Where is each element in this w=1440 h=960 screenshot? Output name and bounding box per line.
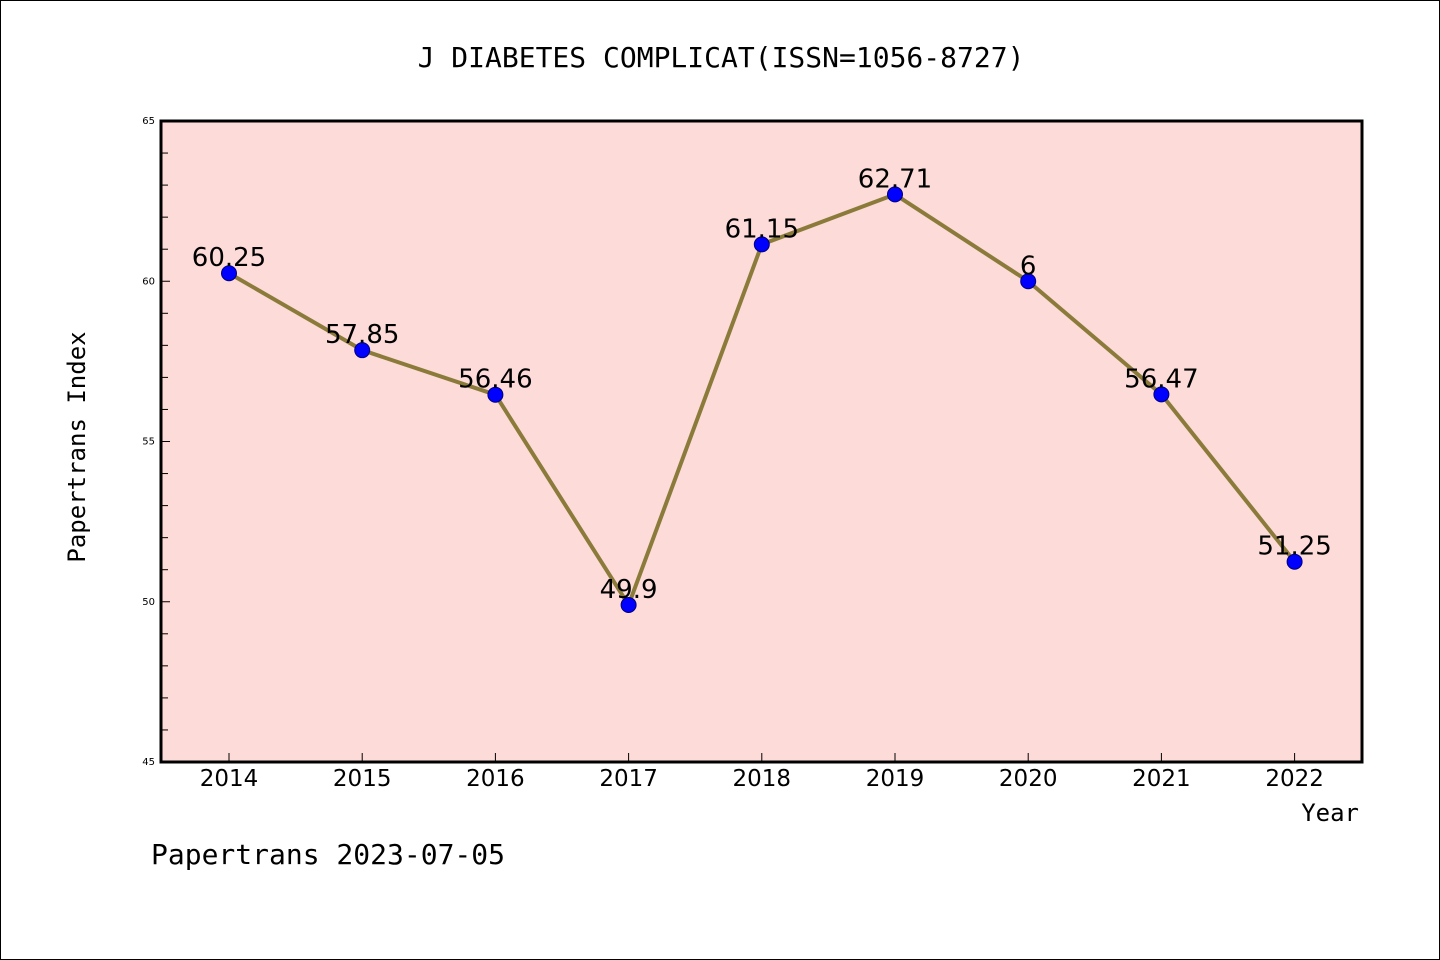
x-axis-label: Year (1301, 799, 1359, 827)
data-label: 6 (1020, 251, 1037, 281)
data-label: 57.85 (325, 320, 399, 350)
data-point (887, 186, 903, 203)
data-label: 49.9 (600, 575, 658, 605)
data-point (753, 236, 770, 253)
data-point (1020, 273, 1037, 290)
footer-note: Papertrans 2023-07-05 (151, 838, 505, 871)
data-label: 56.47 (1124, 364, 1198, 394)
chart-title: J DIABETES COMPLICAT(ISSN=1056-8727) (418, 41, 1025, 74)
x-tick-label: 2014 (200, 766, 259, 792)
y-tick-label: 45 (142, 757, 155, 768)
x-axis-ticks: 2014 2015 2016 2017 2018 2019 2020 2021 2022 (200, 753, 1324, 792)
x-tick-label: 2022 (1265, 766, 1324, 792)
data-point (221, 265, 237, 282)
plot-frame (159, 119, 1364, 764)
x-tick-label: 2015 (333, 766, 392, 792)
x-tick-label: 2016 (466, 766, 525, 792)
y-tick-label: 65 (142, 116, 155, 127)
data-labels: 60.25 57.85 56.46 49.9 61.15 62.71 6 56.47 51.25 (192, 164, 1332, 605)
x-tick-label: 2017 (599, 766, 658, 792)
x-tick-label: 2020 (999, 766, 1058, 792)
series-markers (221, 186, 1303, 613)
data-label: 51.25 (1257, 532, 1331, 562)
y-tick-label: 55 (142, 437, 155, 448)
data-label: 56.46 (458, 365, 532, 395)
x-tick-label: 2021 (1132, 766, 1191, 792)
y-tick-label: 60 (142, 276, 155, 287)
x-tick-label: 2019 (866, 766, 925, 792)
data-label: 62.71 (858, 164, 932, 194)
data-point (487, 386, 504, 403)
x-tick-label: 2018 (733, 766, 792, 792)
data-point (1286, 553, 1303, 570)
data-label: 60.25 (192, 243, 266, 273)
y-tick-label: 50 (142, 597, 155, 608)
data-point (1153, 386, 1170, 403)
plot-area (161, 121, 1362, 762)
data-point (354, 342, 371, 359)
data-label: 61.15 (725, 214, 799, 244)
data-point (620, 596, 637, 613)
y-axis-label: Papertrans Index (63, 331, 91, 562)
